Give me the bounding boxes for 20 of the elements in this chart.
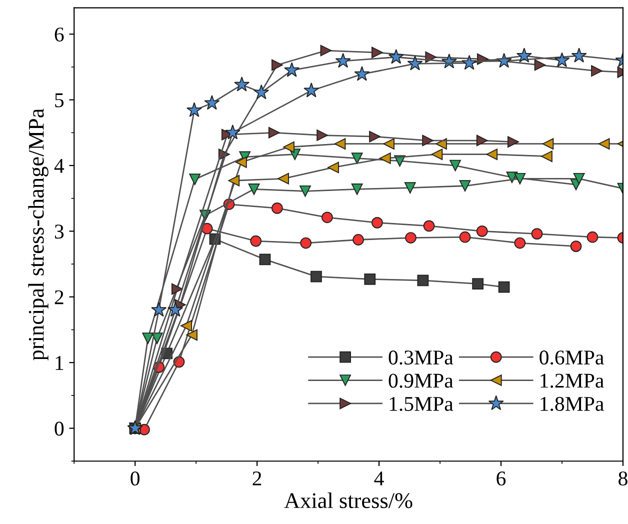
legend-label: 1.8MPa: [540, 396, 604, 412]
y-tick-label: 1: [56, 356, 64, 370]
x-tick-label: 0: [130, 471, 140, 486]
legend-label: 0.6MPa: [540, 350, 604, 365]
y-tick-label: 4: [54, 159, 64, 173]
y-axis-title: principal stress-change/MPa: [28, 108, 48, 360]
x-tick-label: 8: [618, 471, 628, 486]
legend-label: 1.2MPa: [540, 374, 604, 388]
y-tick-label: 0: [54, 422, 64, 436]
x-tick-label: 4: [374, 472, 384, 486]
x-tick-label: 2: [252, 472, 262, 486]
y-tick-label: 5: [55, 93, 64, 108]
y-tick-label: 2: [54, 290, 64, 304]
legend-label: 1.5MPa: [390, 396, 454, 412]
y-tick-label: 6: [54, 28, 64, 42]
legend-label: 0.9MPa: [388, 374, 454, 388]
legend-label: 0.3MPa: [388, 350, 454, 365]
x-tick-label: 6: [496, 472, 506, 486]
x-axis-title: Axial stress/%: [284, 492, 412, 508]
y-tick-label: 3: [54, 224, 64, 239]
